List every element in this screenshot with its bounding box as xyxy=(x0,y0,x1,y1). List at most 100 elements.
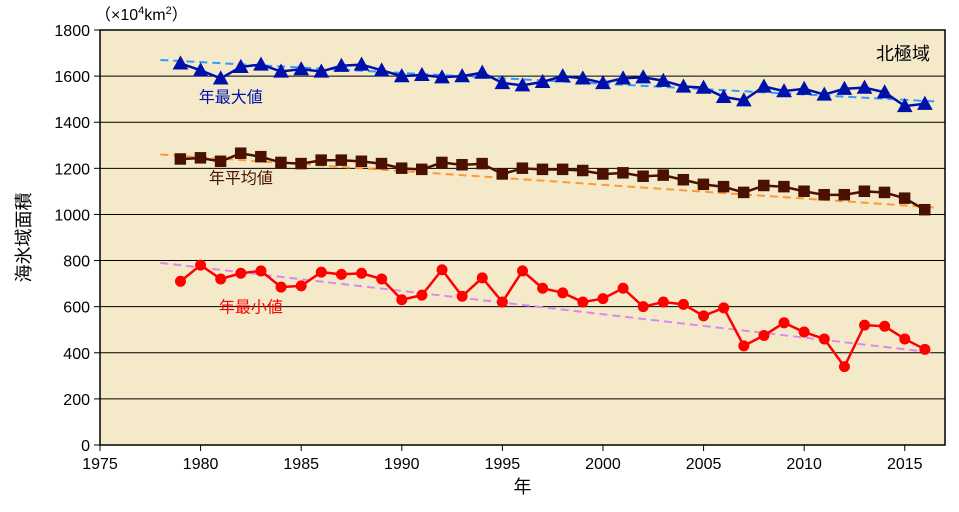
xtick-label: 2000 xyxy=(585,456,621,473)
marker-circle xyxy=(518,266,528,276)
marker-square xyxy=(859,186,870,197)
series-label: 年最大値 xyxy=(199,89,263,107)
marker-square xyxy=(175,154,186,165)
marker-circle xyxy=(920,344,930,354)
marker-square xyxy=(658,170,669,181)
marker-circle xyxy=(819,334,829,344)
series-label: 年平均値 xyxy=(209,169,273,187)
ytick-label: 1200 xyxy=(54,161,90,178)
marker-square xyxy=(477,158,488,169)
ytick-label: 800 xyxy=(63,254,90,271)
marker-square xyxy=(316,155,327,166)
ytick-label: 0 xyxy=(81,438,90,455)
marker-square xyxy=(336,155,347,166)
xtick-label: 2015 xyxy=(887,456,923,473)
marker-circle xyxy=(437,265,447,275)
marker-square xyxy=(919,204,930,215)
marker-square xyxy=(799,186,810,197)
marker-square xyxy=(457,159,468,170)
marker-circle xyxy=(316,267,326,277)
marker-circle xyxy=(598,294,608,304)
marker-square xyxy=(195,153,206,164)
xtick-label: 1985 xyxy=(283,456,319,473)
series-label: 年最小値 xyxy=(219,298,283,316)
marker-square xyxy=(879,187,890,198)
ytick-label: 1600 xyxy=(54,69,90,86)
marker-circle xyxy=(719,303,729,313)
xtick-label: 1990 xyxy=(384,456,420,473)
marker-square xyxy=(537,164,548,175)
marker-square xyxy=(839,189,850,200)
marker-circle xyxy=(779,318,789,328)
marker-square xyxy=(819,189,830,200)
marker-circle xyxy=(558,288,568,298)
marker-circle xyxy=(377,274,387,284)
marker-square xyxy=(235,148,246,159)
marker-circle xyxy=(175,276,185,286)
marker-circle xyxy=(457,291,467,301)
marker-circle xyxy=(497,297,507,307)
ytick-label: 1000 xyxy=(54,207,90,224)
marker-circle xyxy=(417,290,427,300)
marker-circle xyxy=(296,281,306,291)
marker-circle xyxy=(699,311,709,321)
marker-square xyxy=(618,168,629,179)
marker-circle xyxy=(578,297,588,307)
marker-circle xyxy=(799,327,809,337)
marker-square xyxy=(557,164,568,175)
marker-square xyxy=(759,180,770,191)
marker-circle xyxy=(880,321,890,331)
region-label: 北極域 xyxy=(876,44,930,64)
marker-square xyxy=(497,169,508,180)
marker-square xyxy=(256,151,266,162)
marker-circle xyxy=(276,282,286,292)
ytick-label: 200 xyxy=(63,392,90,409)
marker-circle xyxy=(678,299,688,309)
marker-circle xyxy=(196,260,206,270)
marker-square xyxy=(899,193,910,204)
ytick-label: 1400 xyxy=(54,115,90,132)
marker-square xyxy=(678,174,689,185)
marker-square xyxy=(276,157,287,168)
marker-circle xyxy=(759,330,769,340)
marker-square xyxy=(376,158,387,169)
marker-square xyxy=(437,157,448,168)
marker-circle xyxy=(839,362,849,372)
marker-circle xyxy=(739,341,749,351)
marker-circle xyxy=(900,334,910,344)
marker-circle xyxy=(638,302,648,312)
marker-square xyxy=(698,179,709,190)
marker-square xyxy=(718,181,729,192)
y-axis-label: 海氷域面積 xyxy=(14,193,34,283)
marker-square xyxy=(356,156,367,167)
marker-square xyxy=(577,165,588,176)
marker-circle xyxy=(236,268,246,278)
marker-square xyxy=(517,163,528,174)
marker-circle xyxy=(397,295,407,305)
marker-circle xyxy=(216,274,226,284)
marker-circle xyxy=(477,273,487,283)
marker-square xyxy=(296,158,307,169)
marker-circle xyxy=(336,269,346,279)
xtick-label: 2005 xyxy=(686,456,722,473)
marker-square xyxy=(598,169,609,180)
marker-circle xyxy=(658,297,668,307)
marker-circle xyxy=(538,283,548,293)
marker-square xyxy=(396,163,407,174)
x-axis-label: 年 xyxy=(514,477,532,497)
line-chart: 1975198019851990199520002005201020150200… xyxy=(0,0,959,512)
marker-square xyxy=(215,156,226,167)
ytick-label: 600 xyxy=(63,300,90,317)
chart-container: 1975198019851990199520002005201020150200… xyxy=(0,0,959,512)
marker-square xyxy=(738,187,749,198)
xtick-label: 1975 xyxy=(82,456,118,473)
marker-square xyxy=(417,164,428,175)
marker-circle xyxy=(256,266,266,276)
ytick-label: 400 xyxy=(63,346,90,363)
marker-circle xyxy=(860,320,870,330)
marker-square xyxy=(779,181,790,192)
marker-circle xyxy=(618,283,628,293)
y-unit-label: （×104km2） xyxy=(95,5,188,24)
ytick-label: 1800 xyxy=(54,23,90,40)
xtick-label: 2010 xyxy=(786,456,822,473)
